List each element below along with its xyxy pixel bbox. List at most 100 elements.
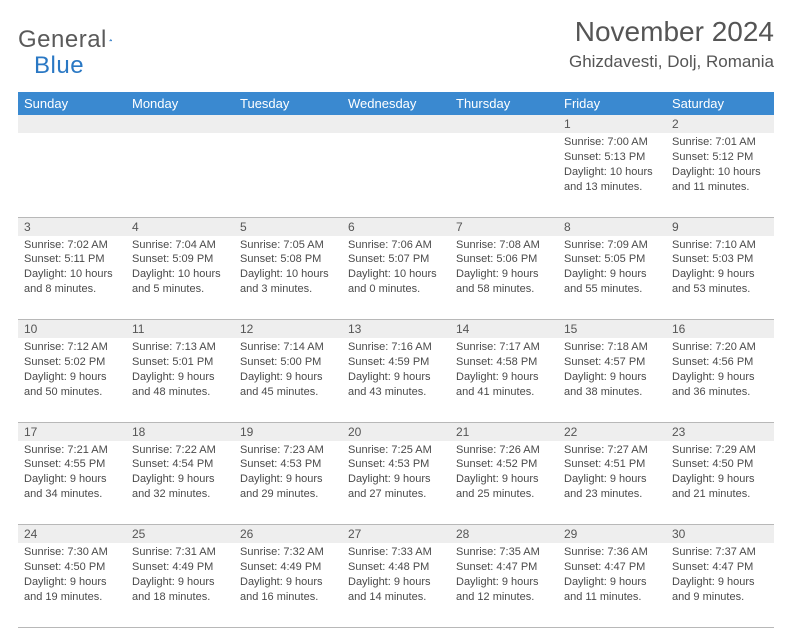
day-info-cell: Sunrise: 7:33 AMSunset: 4:48 PMDaylight:… [342, 543, 450, 627]
day-info-cell: Sunrise: 7:21 AMSunset: 4:55 PMDaylight:… [18, 441, 126, 525]
sun-info: Sunrise: 7:09 AMSunset: 5:05 PMDaylight:… [558, 236, 666, 303]
day-info-cell: Sunrise: 7:37 AMSunset: 4:47 PMDaylight:… [666, 543, 774, 627]
day-number-cell: 5 [234, 217, 342, 236]
day-info-row: Sunrise: 7:02 AMSunset: 5:11 PMDaylight:… [18, 236, 774, 320]
day-number-cell: 10 [18, 320, 126, 339]
sun-info: Sunrise: 7:29 AMSunset: 4:50 PMDaylight:… [666, 441, 774, 508]
day-number-cell: 1 [558, 115, 666, 133]
day-number-cell: 4 [126, 217, 234, 236]
day-info-cell: Sunrise: 7:25 AMSunset: 4:53 PMDaylight:… [342, 441, 450, 525]
sun-info: Sunrise: 7:05 AMSunset: 5:08 PMDaylight:… [234, 236, 342, 303]
sun-info: Sunrise: 7:37 AMSunset: 4:47 PMDaylight:… [666, 543, 774, 610]
day-number-cell: 7 [450, 217, 558, 236]
day-number-cell [126, 115, 234, 133]
day-info-cell: Sunrise: 7:32 AMSunset: 4:49 PMDaylight:… [234, 543, 342, 627]
day-number-row: 17181920212223 [18, 422, 774, 441]
day-info-cell [342, 133, 450, 217]
day-number-cell [450, 115, 558, 133]
sun-info: Sunrise: 7:33 AMSunset: 4:48 PMDaylight:… [342, 543, 450, 610]
day-info-cell: Sunrise: 7:23 AMSunset: 4:53 PMDaylight:… [234, 441, 342, 525]
day-number-cell: 8 [558, 217, 666, 236]
month-title: November 2024 [569, 16, 774, 48]
day-info-cell: Sunrise: 7:36 AMSunset: 4:47 PMDaylight:… [558, 543, 666, 627]
day-info-cell: Sunrise: 7:08 AMSunset: 5:06 PMDaylight:… [450, 236, 558, 320]
day-info-cell: Sunrise: 7:29 AMSunset: 4:50 PMDaylight:… [666, 441, 774, 525]
day-number-cell: 21 [450, 422, 558, 441]
day-info-row: Sunrise: 7:12 AMSunset: 5:02 PMDaylight:… [18, 338, 774, 422]
day-number-cell: 11 [126, 320, 234, 339]
logo-text-blue: Blue [34, 52, 84, 79]
day-info-cell: Sunrise: 7:09 AMSunset: 5:05 PMDaylight:… [558, 236, 666, 320]
day-info-cell: Sunrise: 7:13 AMSunset: 5:01 PMDaylight:… [126, 338, 234, 422]
day-info-cell: Sunrise: 7:20 AMSunset: 4:56 PMDaylight:… [666, 338, 774, 422]
weekday-header: Saturday [666, 92, 774, 115]
sun-info: Sunrise: 7:00 AMSunset: 5:13 PMDaylight:… [558, 133, 666, 200]
logo: General [18, 26, 131, 54]
day-number-cell [18, 115, 126, 133]
day-number-row: 12 [18, 115, 774, 133]
day-number-cell: 15 [558, 320, 666, 339]
sun-info: Sunrise: 7:26 AMSunset: 4:52 PMDaylight:… [450, 441, 558, 508]
sun-info: Sunrise: 7:02 AMSunset: 5:11 PMDaylight:… [18, 236, 126, 303]
day-number-cell: 12 [234, 320, 342, 339]
day-number-cell: 26 [234, 525, 342, 544]
day-number-cell: 6 [342, 217, 450, 236]
day-info-cell: Sunrise: 7:12 AMSunset: 5:02 PMDaylight:… [18, 338, 126, 422]
sun-info: Sunrise: 7:36 AMSunset: 4:47 PMDaylight:… [558, 543, 666, 610]
day-info-cell [234, 133, 342, 217]
day-info-cell: Sunrise: 7:22 AMSunset: 4:54 PMDaylight:… [126, 441, 234, 525]
weekday-header: Friday [558, 92, 666, 115]
day-info-cell: Sunrise: 7:16 AMSunset: 4:59 PMDaylight:… [342, 338, 450, 422]
day-info-cell [18, 133, 126, 217]
day-number-cell: 13 [342, 320, 450, 339]
sun-info: Sunrise: 7:32 AMSunset: 4:49 PMDaylight:… [234, 543, 342, 610]
sun-info: Sunrise: 7:13 AMSunset: 5:01 PMDaylight:… [126, 338, 234, 405]
day-info-cell: Sunrise: 7:01 AMSunset: 5:12 PMDaylight:… [666, 133, 774, 217]
day-number-row: 3456789 [18, 217, 774, 236]
sun-info: Sunrise: 7:23 AMSunset: 4:53 PMDaylight:… [234, 441, 342, 508]
day-info-cell: Sunrise: 7:17 AMSunset: 4:58 PMDaylight:… [450, 338, 558, 422]
day-number-cell: 2 [666, 115, 774, 133]
sun-info: Sunrise: 7:08 AMSunset: 5:06 PMDaylight:… [450, 236, 558, 303]
sun-info: Sunrise: 7:10 AMSunset: 5:03 PMDaylight:… [666, 236, 774, 303]
day-info-cell: Sunrise: 7:18 AMSunset: 4:57 PMDaylight:… [558, 338, 666, 422]
day-info-cell [450, 133, 558, 217]
sun-info: Sunrise: 7:01 AMSunset: 5:12 PMDaylight:… [666, 133, 774, 200]
day-info-cell: Sunrise: 7:04 AMSunset: 5:09 PMDaylight:… [126, 236, 234, 320]
day-number-cell: 23 [666, 422, 774, 441]
day-info-cell [126, 133, 234, 217]
sun-info: Sunrise: 7:30 AMSunset: 4:50 PMDaylight:… [18, 543, 126, 610]
sun-info: Sunrise: 7:35 AMSunset: 4:47 PMDaylight:… [450, 543, 558, 610]
day-info-cell: Sunrise: 7:30 AMSunset: 4:50 PMDaylight:… [18, 543, 126, 627]
day-info-cell: Sunrise: 7:02 AMSunset: 5:11 PMDaylight:… [18, 236, 126, 320]
day-info-cell: Sunrise: 7:14 AMSunset: 5:00 PMDaylight:… [234, 338, 342, 422]
day-number-cell: 27 [342, 525, 450, 544]
day-number-cell: 16 [666, 320, 774, 339]
day-number-cell: 28 [450, 525, 558, 544]
calendar-body: 12Sunrise: 7:00 AMSunset: 5:13 PMDayligh… [18, 115, 774, 627]
sun-info: Sunrise: 7:17 AMSunset: 4:58 PMDaylight:… [450, 338, 558, 405]
sun-info: Sunrise: 7:06 AMSunset: 5:07 PMDaylight:… [342, 236, 450, 303]
day-info-cell: Sunrise: 7:10 AMSunset: 5:03 PMDaylight:… [666, 236, 774, 320]
weekday-header: Wednesday [342, 92, 450, 115]
day-number-cell: 3 [18, 217, 126, 236]
day-number-cell: 30 [666, 525, 774, 544]
day-info-row: Sunrise: 7:00 AMSunset: 5:13 PMDaylight:… [18, 133, 774, 217]
sun-info: Sunrise: 7:22 AMSunset: 4:54 PMDaylight:… [126, 441, 234, 508]
weekday-header: Sunday [18, 92, 126, 115]
calendar-table: SundayMondayTuesdayWednesdayThursdayFrid… [18, 92, 774, 628]
day-number-row: 24252627282930 [18, 525, 774, 544]
sun-info: Sunrise: 7:16 AMSunset: 4:59 PMDaylight:… [342, 338, 450, 405]
day-number-cell: 17 [18, 422, 126, 441]
day-info-cell: Sunrise: 7:27 AMSunset: 4:51 PMDaylight:… [558, 441, 666, 525]
logo-sail-icon [109, 31, 113, 49]
sun-info: Sunrise: 7:12 AMSunset: 5:02 PMDaylight:… [18, 338, 126, 405]
sun-info: Sunrise: 7:31 AMSunset: 4:49 PMDaylight:… [126, 543, 234, 610]
sun-info: Sunrise: 7:18 AMSunset: 4:57 PMDaylight:… [558, 338, 666, 405]
weekday-header: Thursday [450, 92, 558, 115]
sun-info: Sunrise: 7:04 AMSunset: 5:09 PMDaylight:… [126, 236, 234, 303]
weekday-header: Tuesday [234, 92, 342, 115]
day-number-cell [234, 115, 342, 133]
day-info-cell: Sunrise: 7:31 AMSunset: 4:49 PMDaylight:… [126, 543, 234, 627]
sun-info: Sunrise: 7:20 AMSunset: 4:56 PMDaylight:… [666, 338, 774, 405]
